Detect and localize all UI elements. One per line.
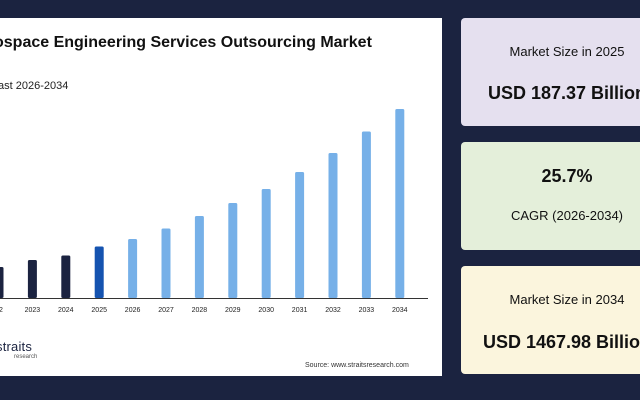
market-size-2025-card: Market Size in 2025 USD 187.37 Billion <box>461 18 640 126</box>
bar-22 <box>0 267 4 298</box>
market-size-2034-label: Market Size in 2034 <box>509 292 625 307</box>
brand-name: straits <box>0 339 33 354</box>
chart-panel: ospace Engineering Services Outsourcing … <box>0 18 442 376</box>
brand-logo: straits research <box>0 340 37 360</box>
bar-2026 <box>128 239 138 298</box>
x-tick-label: 2031 <box>292 307 308 314</box>
x-tick-label: 2034 <box>392 307 408 314</box>
bar-2025 <box>94 246 104 298</box>
brand-subtitle: research <box>14 354 38 360</box>
market-size-2034-value: USD 1467.98 Billion <box>482 332 640 352</box>
source-note: Source: www.straitsresearch.com <box>305 362 409 369</box>
bar-2032 <box>328 153 338 298</box>
x-tick-label: 2023 <box>25 307 41 314</box>
bar-2029 <box>228 203 238 298</box>
bar-2023 <box>27 260 37 298</box>
chart-title: ospace Engineering Services Outsourcing … <box>0 34 372 51</box>
bar-2030 <box>261 189 271 298</box>
bar-2027 <box>161 228 171 298</box>
x-tick-label: 2033 <box>359 307 375 314</box>
bar-2031 <box>295 172 305 298</box>
cagr-card: 25.7% CAGR (2026-2034) <box>461 142 640 250</box>
market-size-2034-card: Market Size in 2034 USD 1467.98 Billion <box>461 266 640 374</box>
bar-chart: 22 2023 2024 2025 2026 2027 2028 2029 2030 2031 20… <box>0 109 428 314</box>
market-size-2025-label: Market Size in 2025 <box>509 44 625 59</box>
x-tick-label: 22 <box>0 307 3 314</box>
bar-2033 <box>361 131 371 298</box>
x-tick-label: 2032 <box>325 307 341 314</box>
bar-2028 <box>194 216 204 298</box>
x-tick-label: 2026 <box>125 307 141 314</box>
x-tick-label: 2027 <box>158 307 174 314</box>
chart-subtitle: ast 2026-2034 <box>0 80 69 92</box>
x-tick-label: 2024 <box>58 307 74 314</box>
cagr-value: 25.7% <box>541 166 593 186</box>
market-size-2025-value: USD 187.37 Billion <box>487 83 640 103</box>
x-tick-label: 2030 <box>258 307 274 314</box>
x-tick-label: 2028 <box>192 307 208 314</box>
x-tick-label: 2025 <box>91 307 107 314</box>
bar-2034 <box>395 109 405 298</box>
bar-2024 <box>61 255 71 298</box>
cagr-label: CAGR (2026-2034) <box>511 208 623 223</box>
x-tick-label: 2029 <box>225 307 241 314</box>
